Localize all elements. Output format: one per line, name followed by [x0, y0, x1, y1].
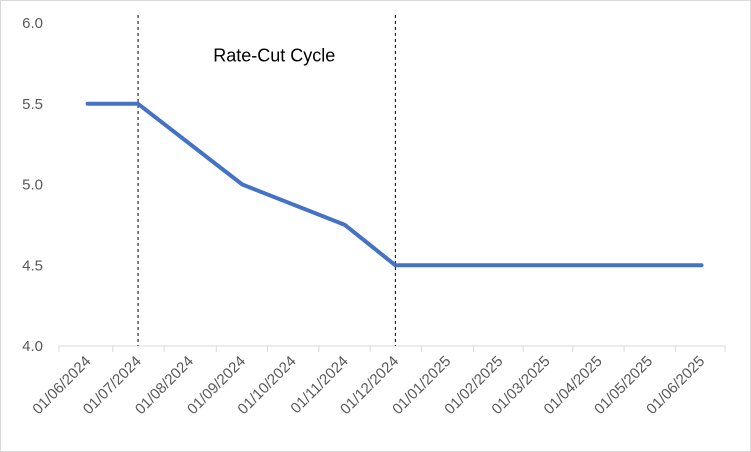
y-tick-label: 6.0 [22, 15, 43, 32]
rate-cut-cycle-annotation: Rate-Cut Cycle [213, 45, 335, 65]
x-tick-labels: 01/06/202401/07/202401/08/202401/09/2024… [29, 353, 708, 418]
series-line [85, 101, 704, 268]
y-tick-labels: 4.0 4.5 5.0 5.5 6.0 [22, 15, 43, 355]
y-tick-label: 5.0 [22, 177, 43, 194]
y-tick-label: 5.5 [22, 96, 43, 113]
y-tick-label: 4.5 [22, 257, 43, 274]
y-tick-label: 4.0 [22, 338, 43, 355]
axes [58, 345, 726, 352]
series-layer [85, 101, 704, 268]
vertical-markers [137, 15, 396, 346]
annotations: Rate-Cut Cycle [213, 45, 335, 65]
